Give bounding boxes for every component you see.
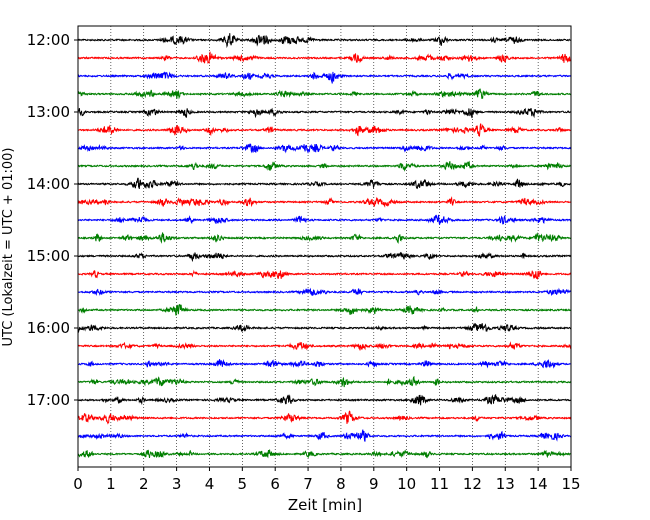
seismogram-trace: [77, 322, 572, 334]
x-tick-label: 4: [205, 475, 215, 493]
seismogram-trace: [77, 88, 572, 100]
seismogram-trace: [77, 160, 572, 172]
x-axis-ticks: 0 1 2 3 4 5 6 7 8 9 10 11 12 13 14 15: [73, 467, 581, 493]
seismogram-trace: [77, 358, 572, 369]
seismogram-trace: [77, 177, 572, 190]
x-tick-label: 8: [336, 475, 346, 493]
y-tick-label: 13:00: [27, 103, 70, 121]
x-tick-label: 11: [430, 475, 449, 493]
x-tick-label: 5: [238, 475, 248, 493]
x-tick-label: 7: [303, 475, 313, 493]
seismogram-trace: [77, 251, 572, 263]
x-tick-label: 2: [139, 475, 149, 493]
x-tick-label: 1: [106, 475, 116, 493]
seismogram-trace: [77, 287, 572, 297]
seismogram-trace: [77, 341, 572, 351]
x-axis-label: Zeit [min]: [288, 496, 362, 514]
x-tick-label: 13: [496, 475, 515, 493]
y-tick-label: 14:00: [27, 175, 70, 193]
x-tick-label: 9: [369, 475, 379, 493]
seismogram-trace: [77, 107, 572, 119]
plot-frame: [77, 25, 572, 468]
x-tick-label: 0: [73, 475, 83, 493]
seismogram-trace: [77, 375, 572, 388]
y-tick-label: 12:00: [27, 31, 70, 49]
y-axis-label: UTC (Lokalzeit = UTC + 01:00): [1, 148, 16, 347]
seismogram-trace: [77, 71, 572, 84]
seismogram-trace: [77, 51, 572, 65]
seismogram-trace: [77, 33, 572, 49]
seismogram-trace: [77, 410, 572, 425]
seismogram-trace: [77, 394, 572, 406]
y-axis-ticks: 12:00 13:00 14:00 15:00 16:00 17:00: [27, 31, 78, 409]
y-tick-label: 17:00: [27, 391, 70, 409]
seismogram-traces: [77, 33, 572, 459]
x-tick-label: 14: [529, 475, 548, 493]
seismogram-trace: [77, 143, 572, 154]
seismogram-trace: [77, 304, 572, 316]
seismogram-trace: [77, 123, 572, 137]
x-tick-label: 12: [463, 475, 482, 493]
y-tick-label: 16:00: [27, 319, 70, 337]
seismogram-trace: [77, 429, 572, 442]
x-tick-label: 10: [397, 475, 416, 493]
x-tick-label: 3: [172, 475, 182, 493]
seismogram-trace: [77, 214, 572, 225]
seismogram-trace: [77, 269, 572, 280]
seismogram-trace: [77, 196, 572, 208]
seismogram-trace: [77, 449, 572, 459]
x-tick-label: 6: [270, 475, 280, 493]
x-tick-label: 15: [561, 475, 580, 493]
seismogram-trace: [77, 232, 572, 244]
y-tick-label: 15:00: [27, 247, 70, 265]
